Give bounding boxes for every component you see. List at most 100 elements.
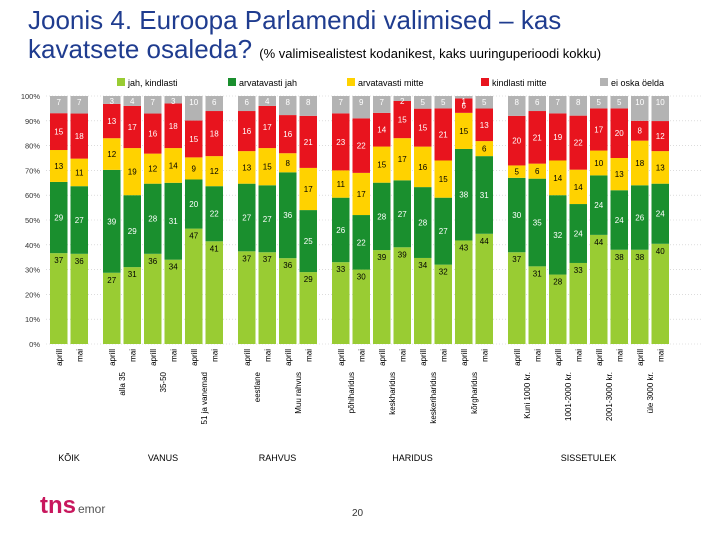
section-label: KÕIK (58, 453, 80, 463)
bar-value-label: 15 (418, 124, 427, 133)
bar-segment (70, 158, 88, 187)
bar-value-label: 28 (377, 212, 386, 221)
bar-segment (434, 264, 452, 344)
bar-segment (590, 150, 608, 176)
bar-value-label: 38 (615, 253, 624, 262)
bar-value-label: 12 (107, 150, 116, 159)
legend-label-3: arvatavasti mitte (358, 78, 424, 88)
group-label: üle 3000 kr. (646, 372, 655, 413)
bar-value-label: 12 (656, 132, 665, 141)
bar-value-label: 31 (169, 217, 178, 226)
bar-value-label: 1 (462, 97, 467, 106)
bar-segment (50, 253, 68, 344)
bar-value-label: 16 (242, 127, 251, 136)
legend-label-1: jah, kindlasti (127, 78, 178, 88)
bar-value-label: 18 (210, 130, 219, 139)
bar-value-label: 16 (148, 130, 157, 139)
bar-value-label: 8 (638, 127, 643, 136)
bar-value-label: 15 (54, 128, 63, 137)
bar-value-label: 47 (189, 232, 198, 241)
bar-value-label: 4 (265, 97, 270, 106)
bar-value-label: 44 (480, 237, 489, 246)
bar-segment (185, 157, 203, 180)
bar-value-label: 6 (535, 98, 540, 107)
bar-segment (205, 186, 223, 242)
x-tick-label: mai (439, 349, 448, 362)
bar-value-label: 31 (128, 270, 137, 279)
bar-value-label: 30 (512, 211, 521, 220)
x-tick-label: aprill (378, 349, 387, 366)
bar-segment (393, 180, 411, 248)
bar-segment (238, 151, 256, 184)
x-tick-label: mai (210, 349, 219, 362)
bar-segment (373, 182, 391, 251)
bar-segment (258, 185, 276, 253)
y-tick-label: 50% (25, 216, 40, 225)
x-tick-label: mai (615, 349, 624, 362)
bar-segment (258, 105, 276, 149)
bar-segment (103, 169, 121, 273)
bar-segment (475, 156, 493, 234)
title-line-1: Joonis 4. Euroopa Parlamendi valimised –… (28, 5, 562, 35)
bar-value-label: 3 (171, 97, 176, 106)
bar-value-label: 19 (128, 168, 137, 177)
group-label: kõrgharidus (470, 372, 479, 414)
bar-value-label: 43 (459, 243, 468, 252)
bar-segment (332, 262, 350, 344)
bar-segment (238, 96, 256, 112)
bar-segment (631, 120, 649, 141)
bar-value-label: 20 (189, 200, 198, 209)
bar-value-label: 6 (212, 98, 217, 107)
bar-value-label: 18 (75, 132, 84, 141)
bar-segment (393, 247, 411, 344)
chart-title: Joonis 4. Euroopa Parlamendi valimised –… (28, 6, 718, 68)
bar-value-label: 15 (263, 163, 272, 172)
bar-value-label: 36 (75, 257, 84, 266)
group-label: 1001-2000 kr. (564, 372, 573, 421)
legend-swatch-1 (117, 78, 125, 86)
bar-value-label: 13 (656, 163, 665, 172)
bar-segment (238, 251, 256, 344)
bar-segment (70, 253, 88, 344)
bar-segment (70, 186, 88, 254)
y-tick-label: 20% (25, 290, 40, 299)
bar-value-label: 17 (594, 125, 603, 134)
bar-segment (569, 204, 587, 263)
bar-segment (238, 183, 256, 252)
bar-value-label: 6 (535, 167, 540, 176)
title-line-2: kavatsete osaleda? (% valimisealistest k… (28, 35, 718, 68)
bar-segment (205, 96, 223, 112)
bar-segment (299, 115, 317, 168)
bar-value-label: 13 (480, 121, 489, 130)
bar-value-label: 15 (398, 116, 407, 125)
bar-segment (475, 233, 493, 344)
bar-value-label: 15 (459, 127, 468, 136)
bar-value-label: 37 (512, 255, 521, 264)
group-label: alla 35 (118, 371, 127, 395)
bar-value-label: 29 (54, 214, 63, 223)
bar-segment (569, 115, 587, 170)
bar-segment (610, 190, 628, 250)
bar-segment (123, 105, 141, 149)
bar-segment (455, 148, 473, 241)
bar-segment (352, 96, 370, 119)
bar-segment (610, 108, 628, 158)
bar-segment (205, 241, 223, 344)
bar-segment (332, 197, 350, 263)
bar-value-label: 5 (617, 98, 622, 107)
bar-segment (455, 96, 473, 99)
group-label: Muu rahvus (294, 372, 303, 414)
bar-value-label: 36 (148, 257, 157, 266)
bar-segment (631, 96, 649, 121)
bar-segment (123, 195, 141, 268)
bar-value-label: 37 (263, 255, 272, 264)
bar-value-label: 24 (574, 230, 583, 239)
x-tick-label: mai (304, 349, 313, 362)
bar-segment (455, 98, 473, 113)
bar-value-label: 5 (597, 98, 602, 107)
x-tick-label: mai (480, 349, 489, 362)
bar-value-label: 30 (357, 273, 366, 282)
bar-segment (528, 178, 546, 267)
bar-value-label: 21 (304, 138, 313, 147)
bar-segment (258, 148, 276, 186)
